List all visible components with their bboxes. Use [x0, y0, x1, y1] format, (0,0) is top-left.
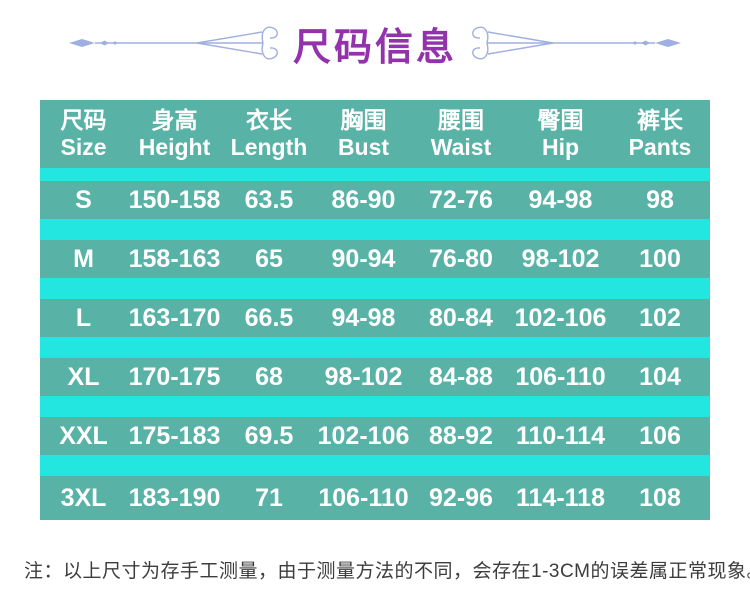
measurement-note: 注：以上尺寸为存手工测量，由于测量方法的不同，会存在1-3CM的误差属正常现象。…	[24, 561, 750, 582]
table-cell: 175-183	[128, 421, 221, 450]
col-header-zh: 尺码	[60, 106, 107, 133]
table-row-3xl: 3XL 183-190 71 106-110 92-96 114-118 108	[40, 476, 710, 520]
table-row-xxl: XXL 175-183 69.5 102-106 88-92 110-114 1…	[40, 417, 710, 455]
col-header-en: Bust	[337, 134, 390, 160]
table-cell: 104	[639, 362, 681, 391]
flourish-diamond	[68, 39, 95, 47]
table-cell: 170-175	[128, 362, 221, 391]
table-cell: 94-98	[528, 185, 593, 214]
table-cell: 150-158	[128, 185, 221, 214]
col-header-size: 尺码 Size	[40, 107, 127, 161]
flourish-right-icon	[472, 26, 681, 60]
col-header-en: Pants	[628, 134, 692, 160]
row-separator	[40, 455, 710, 476]
table-cell: 66.5	[244, 303, 294, 332]
col-header-bust: 胸围 Bust	[316, 107, 411, 161]
table-cell: 98-102	[324, 362, 403, 391]
table-cell: 163-170	[128, 303, 221, 332]
col-header-hip: 臀围 Hip	[511, 107, 610, 161]
table-cell: 90-94	[331, 244, 396, 273]
table-row-m: M 158-163 65 90-94 76-80 98-102 100	[40, 240, 710, 278]
col-header-zh: 胸围	[340, 106, 387, 133]
col-header-zh: 腰围	[438, 106, 484, 133]
row-separator	[40, 278, 710, 299]
col-header-zh: 身高	[151, 106, 198, 133]
col-header-waist: 腰围 Waist	[411, 107, 511, 161]
table-cell: 92-96	[429, 483, 493, 512]
flourish-left-icon	[68, 26, 278, 60]
table-cell: 114-118	[516, 483, 605, 512]
table-cell: 102	[639, 303, 681, 332]
table-cell: 102-106	[514, 303, 607, 332]
col-header-zh: 臀围	[537, 106, 584, 133]
size-table: 尺码 Size 身高 Height 衣长 Length 胸围 Bust 腰围 Waist …	[40, 100, 710, 520]
table-cell: 102-106	[317, 421, 410, 450]
table-cell: 69.5	[244, 421, 294, 450]
flourish-diamond	[655, 39, 681, 47]
col-header-pants: 裤长 Pants	[610, 107, 710, 161]
table-cell: 65	[255, 244, 283, 273]
title-band: 尺码信息	[0, 12, 750, 74]
table-cell: 68	[255, 362, 283, 391]
col-header-length: 衣长 Length	[222, 107, 316, 161]
table-cell: 72-76	[429, 185, 493, 214]
table-cell: 100	[639, 244, 681, 273]
row-separator	[40, 396, 710, 417]
table-cell: 98	[646, 185, 674, 214]
table-cell: 110-114	[516, 421, 605, 450]
table-cell: 76-80	[429, 244, 493, 273]
table-cell: 63.5	[244, 185, 294, 214]
col-header-zh: 衣长	[246, 106, 292, 133]
col-header-en: Height	[138, 134, 211, 160]
table-row-xl: XL 170-175 68 98-102 84-88 106-110 104	[40, 358, 710, 396]
table-cell: 106	[639, 421, 681, 450]
table-cell: 183-190	[128, 483, 221, 512]
col-header-en: Hip	[541, 134, 580, 160]
table-cell: 71	[255, 483, 283, 512]
table-cell: L	[75, 303, 92, 332]
table-cell: M	[73, 244, 94, 273]
col-header-height: 身高 Height	[127, 107, 222, 161]
col-header-zh: 裤长	[637, 106, 683, 133]
table-cell: 3XL	[60, 483, 107, 512]
table-cell: 106-110	[515, 362, 606, 391]
table-cell: 106-110	[318, 483, 409, 512]
table-cell: XXL	[59, 421, 108, 450]
col-header-en: Length	[230, 134, 308, 160]
table-cell: 108	[639, 483, 681, 512]
row-separator	[40, 219, 710, 240]
row-separator	[40, 168, 710, 181]
table-row-l: L 163-170 66.5 94-98 80-84 102-106 102	[40, 299, 710, 337]
table-cell: 84-88	[429, 362, 493, 391]
table-cell: 98-102	[521, 244, 600, 273]
table-cell: 94-98	[331, 303, 396, 332]
table-cell: 86-90	[331, 185, 396, 214]
row-separator	[40, 337, 710, 358]
table-cell: XL	[67, 362, 100, 391]
table-row-s: S 150-158 63.5 86-90 72-76 94-98 98	[40, 181, 710, 219]
page-title: 尺码信息	[292, 26, 457, 69]
table-cell: 80-84	[429, 303, 493, 332]
table-cell: S	[75, 185, 92, 214]
table-cell: 88-92	[429, 421, 493, 450]
col-header-en: Size	[60, 134, 107, 160]
table-cell: 158-163	[128, 244, 221, 273]
col-header-en: Waist	[430, 134, 492, 160]
table-header-row: 尺码 Size 身高 Height 衣长 Length 胸围 Bust 腰围 Waist …	[40, 100, 710, 168]
